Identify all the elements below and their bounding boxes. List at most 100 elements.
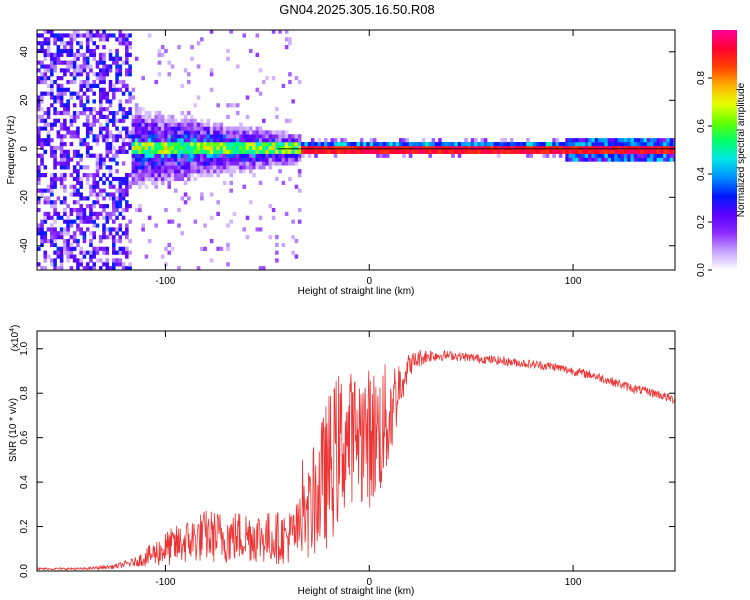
spectrogram-cell (634, 154, 638, 158)
spectrogram-cell (210, 154, 214, 158)
spectrogram-cell (640, 150, 644, 154)
spectrogram-cell (334, 150, 338, 154)
spectrogram-cell (503, 146, 507, 150)
spectrogram-cell (73, 119, 77, 123)
spectrogram-cell (40, 115, 44, 119)
spectrogram-cell (128, 185, 132, 189)
spectrogram-cell (86, 227, 90, 231)
spectrogram-cell (138, 126, 142, 130)
spectrogram-cell (70, 123, 74, 127)
spectrogram-cell (83, 196, 87, 200)
spectrogram-cell (109, 111, 113, 115)
spectrogram-cell (135, 146, 139, 150)
spectrogram-cell (53, 165, 57, 169)
spectrogram-cell (138, 111, 142, 115)
spectrogram-cell (618, 154, 622, 158)
spectrogram-cell (190, 119, 194, 123)
spectrogram-cell (60, 88, 64, 92)
spectrogram-cell (128, 53, 132, 57)
spectrogram-cell (96, 192, 100, 196)
spectrogram-cell (47, 111, 51, 115)
spectrogram-cell (262, 130, 266, 134)
spectrogram-cell (366, 142, 370, 146)
spectrogram-cell (174, 158, 178, 162)
spectrogram-cell (451, 154, 455, 158)
spectrogram-cell (138, 138, 142, 142)
spectrogram-cell (92, 254, 96, 258)
spectrogram-cell (158, 154, 162, 158)
spectrogram-cell (572, 158, 576, 162)
spectrogram-cell (115, 68, 119, 72)
spectrogram-cell (262, 146, 266, 150)
spectrogram-cell (138, 169, 142, 173)
spectrogram-cell (256, 158, 260, 162)
spectrogram-cell (132, 146, 136, 150)
spectrogram-cell (60, 142, 64, 146)
spectrogram-cell (86, 119, 90, 123)
spectrogram-cell (200, 192, 204, 196)
spectrogram-cell (115, 76, 119, 80)
spectrogram-cell (275, 146, 279, 150)
spectrogram-cell (63, 243, 67, 247)
spectrogram-cell (105, 142, 109, 146)
spectrogram-cell (73, 189, 77, 193)
spectrogram-cell (647, 158, 651, 162)
spectrogram-cell (265, 130, 269, 134)
spectrogram-cell (256, 53, 260, 57)
spectrogram-cell (174, 154, 178, 158)
spectrogram-cell (233, 126, 237, 130)
spectrogram-cell (282, 142, 286, 146)
spectrogram-cell (112, 146, 116, 150)
spectrogram-cell (644, 154, 648, 158)
spectrogram-cell (295, 154, 299, 158)
spectrogram-cell (99, 130, 103, 134)
spectrogram-cell (138, 134, 142, 138)
spectrogram-cell (99, 123, 103, 127)
spectrogram-cell (216, 103, 220, 107)
spectrogram-cell (210, 72, 214, 76)
spectrogram-cell (422, 146, 426, 150)
spectrogram-cell (536, 150, 540, 154)
spectrogram-cell (203, 169, 207, 173)
spectrogram-cell (141, 150, 145, 154)
spectrogram-cell (148, 150, 152, 154)
spectrogram-cell (604, 154, 608, 158)
spectrogram-cell (89, 173, 93, 177)
spectrogram-cell (53, 68, 57, 72)
spectrogram-cell (119, 247, 123, 251)
spectrogram-cell (89, 126, 93, 130)
spectrogram-cell (657, 150, 661, 154)
spectrogram-cell (73, 169, 77, 173)
spectrogram-cell (670, 158, 674, 162)
spectrogram-cell (585, 150, 589, 154)
spectrogram-cell (161, 138, 165, 142)
spectrogram-cell (161, 53, 165, 57)
spectrogram-cell (262, 138, 266, 142)
spectrogram-cell (484, 146, 488, 150)
spectrogram-cell (112, 200, 116, 204)
spectrogram-cell (66, 53, 70, 57)
spectrogram-cell (637, 158, 641, 162)
spectrogram-cell (50, 68, 54, 72)
spectrogram-cell (249, 142, 253, 146)
spectrogram-cell (451, 142, 455, 146)
spectrogram-cell (464, 142, 468, 146)
spectrogram-cell (653, 150, 657, 154)
spectrogram-cell (591, 146, 595, 150)
spectrogram-cell (226, 115, 230, 119)
spectrogram-cell (588, 154, 592, 158)
spectrogram-cell (428, 154, 432, 158)
spectrogram-cell (83, 173, 87, 177)
spectrogram-cell (308, 154, 312, 158)
spectrogram-cell (73, 177, 77, 181)
spectrogram-cell (627, 150, 631, 154)
spectrogram-cell (373, 138, 377, 142)
spectrogram-cell (399, 146, 403, 150)
spectrogram-cell (37, 169, 41, 173)
spectrogram-cell (552, 154, 556, 158)
spectrogram-cell (102, 204, 106, 208)
spectrogram-cell (115, 37, 119, 41)
spectrogram-cell (115, 126, 119, 130)
spectrogram-cell (347, 142, 351, 146)
spectrogram-cell (226, 130, 230, 134)
